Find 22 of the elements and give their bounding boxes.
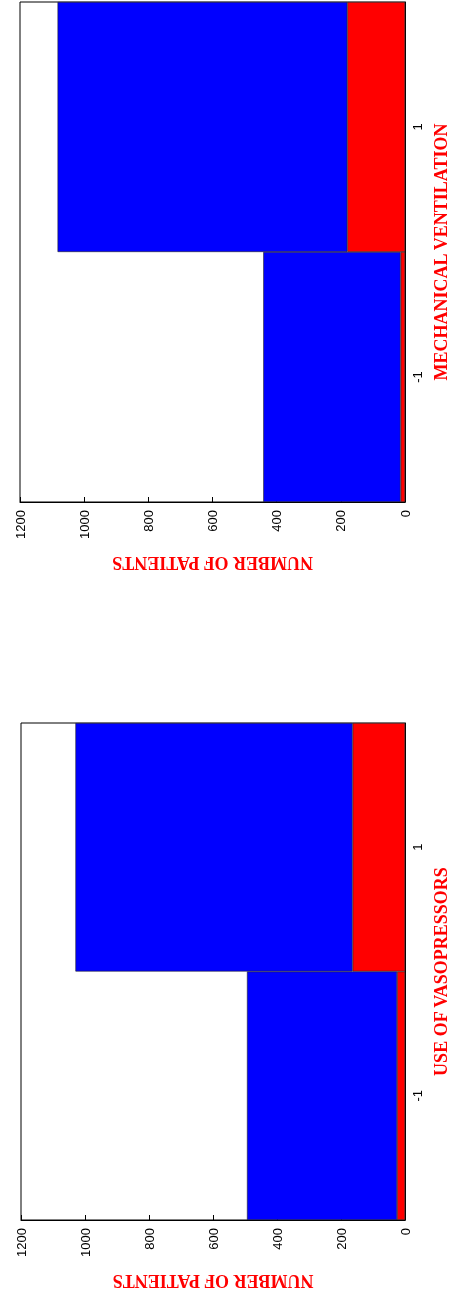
x-tick-label: 600 (205, 510, 221, 532)
x-tick-label: 1200 (12, 510, 28, 539)
y-axis-title: MECHANICAL VENTILATION (431, 123, 451, 381)
x-tick-label: 200 (333, 1228, 349, 1250)
x-tick-label: 0 (397, 510, 413, 518)
x-axis-title: NUMBER OF PATIENTS (112, 553, 313, 573)
x-tick-label: 200 (333, 510, 349, 532)
x-tick-label: 0 (397, 1228, 413, 1236)
x-tick-label: 1000 (76, 510, 92, 539)
x-axis-title: NUMBER OF PATIENTS (112, 1271, 314, 1291)
x-tick-label: 400 (269, 1228, 285, 1250)
y-tick-label: -1 (410, 1089, 426, 1102)
x-tick-label: 1200 (13, 1228, 29, 1257)
x-tick-label: 800 (141, 1228, 157, 1250)
y-axis-title: USE OF VASOPRESSORS (431, 867, 451, 1076)
x-tick-label: 400 (269, 510, 285, 532)
x-tick-label: 1000 (77, 1228, 93, 1257)
y-tick-label: 1 (410, 123, 426, 131)
x-tick-label: 600 (205, 1228, 221, 1250)
x-tick-label: 800 (140, 510, 156, 532)
y-tick-label: 1 (410, 843, 426, 851)
y-tick-label: -1 (410, 371, 426, 383)
